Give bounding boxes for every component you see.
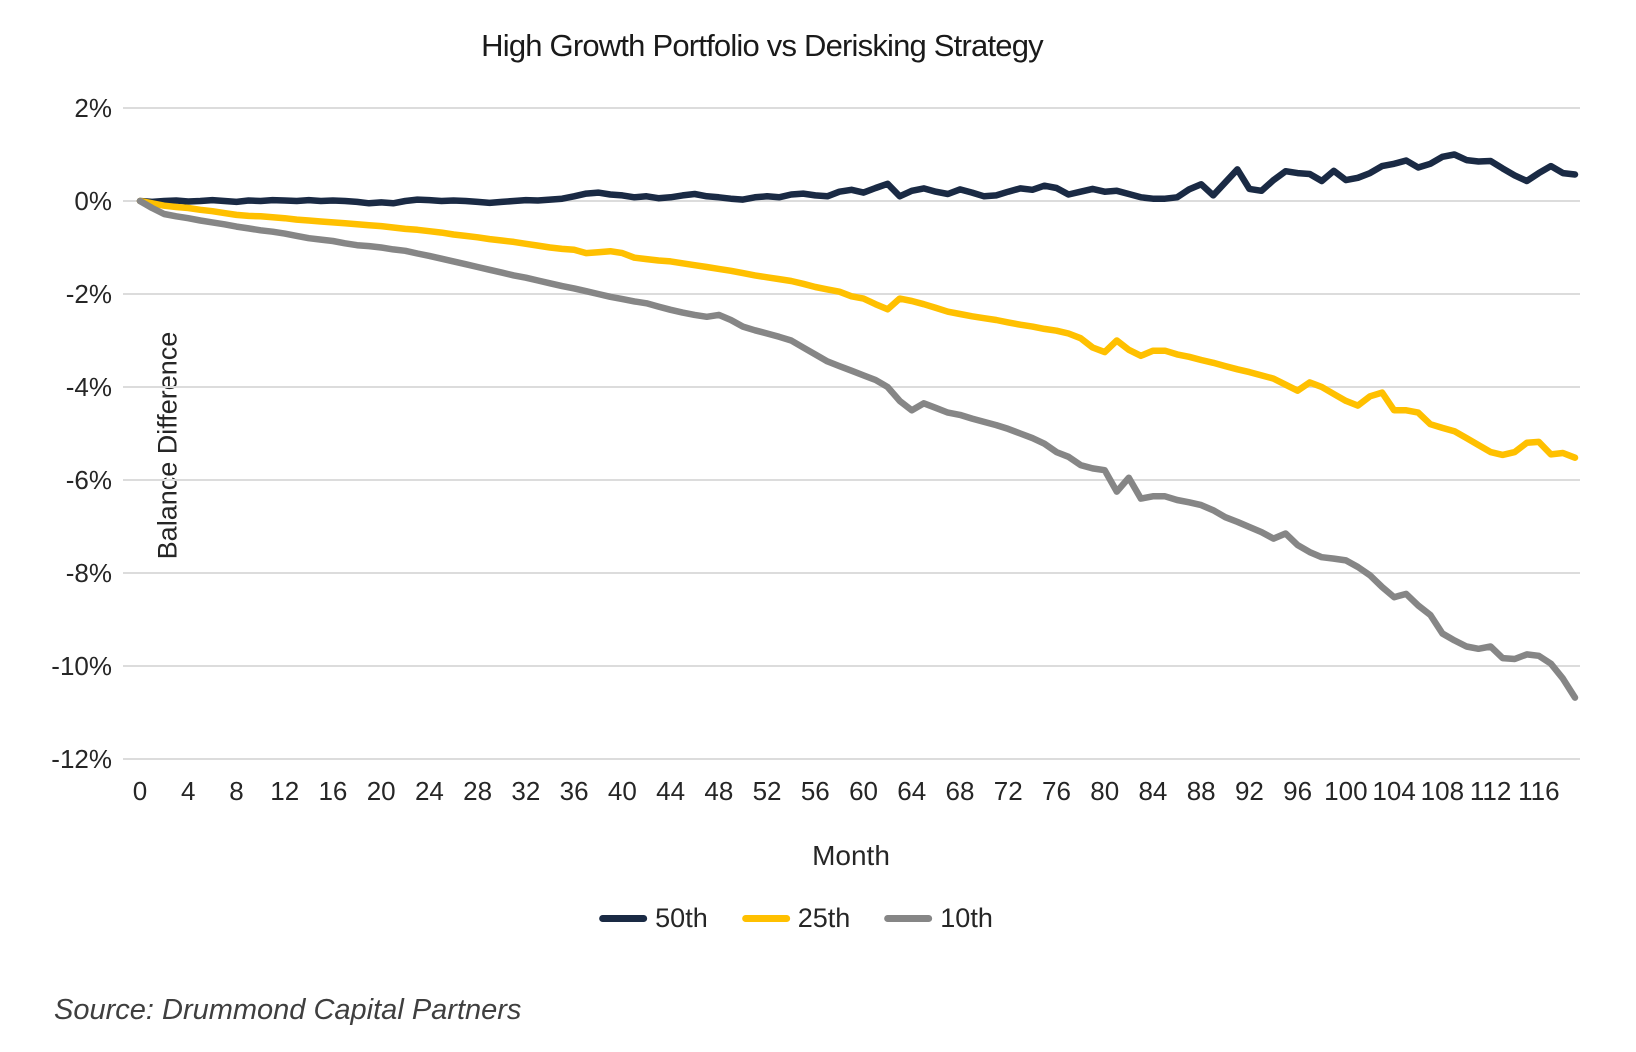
- x-tick-label: 76: [1042, 776, 1071, 806]
- x-tick-label: 4: [181, 776, 195, 806]
- legend-item-50th: 50th: [599, 903, 708, 934]
- y-tick-label: -2%: [66, 279, 112, 309]
- x-tick-label: 12: [270, 776, 299, 806]
- x-tick-label: 8: [229, 776, 243, 806]
- x-tick-label: 24: [415, 776, 444, 806]
- series-line-50th: [136, 151, 1579, 207]
- x-tick-label: 36: [560, 776, 589, 806]
- legend: 50th 25th 10th: [599, 903, 993, 934]
- x-tick-label: 88: [1187, 776, 1216, 806]
- y-tick-label: 2%: [74, 93, 112, 123]
- x-tick-label: 32: [511, 776, 540, 806]
- series-line-25th: [136, 197, 1579, 461]
- x-tick-label: 84: [1138, 776, 1167, 806]
- x-tick-label: 40: [608, 776, 637, 806]
- x-tick-label: 100: [1324, 776, 1367, 806]
- y-tick-label: 0%: [74, 186, 112, 216]
- y-tick-label: -12%: [51, 744, 112, 774]
- x-tick-label: 92: [1235, 776, 1264, 806]
- x-tick-label: 44: [656, 776, 685, 806]
- legend-swatch-25th: [741, 915, 790, 922]
- x-tick-label: 48: [704, 776, 733, 806]
- legend-item-10th: 10th: [884, 903, 993, 934]
- legend-swatch-50th: [599, 915, 648, 922]
- y-tick-label: -4%: [66, 372, 112, 402]
- x-axis-title: Month: [812, 840, 890, 871]
- x-tick-label: 56: [801, 776, 830, 806]
- x-tick-label: 104: [1372, 776, 1415, 806]
- x-tick-label: 112: [1470, 776, 1511, 806]
- y-tick-label: -10%: [51, 651, 112, 681]
- series-line-10th: [136, 197, 1579, 701]
- x-tick-label: 52: [753, 776, 782, 806]
- source-text: Source: Drummond Capital Partners: [54, 994, 522, 1026]
- legend-label: 25th: [797, 903, 851, 933]
- x-tick-label: 96: [1283, 776, 1312, 806]
- x-tick-label: 80: [1090, 776, 1119, 806]
- x-tick-label: 68: [946, 776, 975, 806]
- legend-item-25th: 25th: [741, 903, 851, 934]
- x-tick-label: 28: [463, 776, 492, 806]
- x-tick-label: 60: [849, 776, 878, 806]
- x-tick-label: 0: [133, 776, 147, 806]
- x-tick-label: 116: [1518, 776, 1559, 806]
- y-tick-label: -6%: [66, 465, 112, 495]
- x-tick-label: 108: [1421, 776, 1464, 806]
- x-tick-label: 64: [897, 776, 926, 806]
- legend-label: 50th: [655, 903, 708, 933]
- legend-label: 10th: [940, 903, 993, 933]
- x-tick-label: 20: [367, 776, 396, 806]
- chart-title: High Growth Portfolio vs Derisking Strat…: [481, 28, 1044, 63]
- y-tick-label: -8%: [66, 558, 112, 588]
- legend-swatch-10th: [884, 915, 933, 922]
- x-tick-label: 16: [318, 776, 347, 806]
- x-tick-label: 72: [994, 776, 1023, 806]
